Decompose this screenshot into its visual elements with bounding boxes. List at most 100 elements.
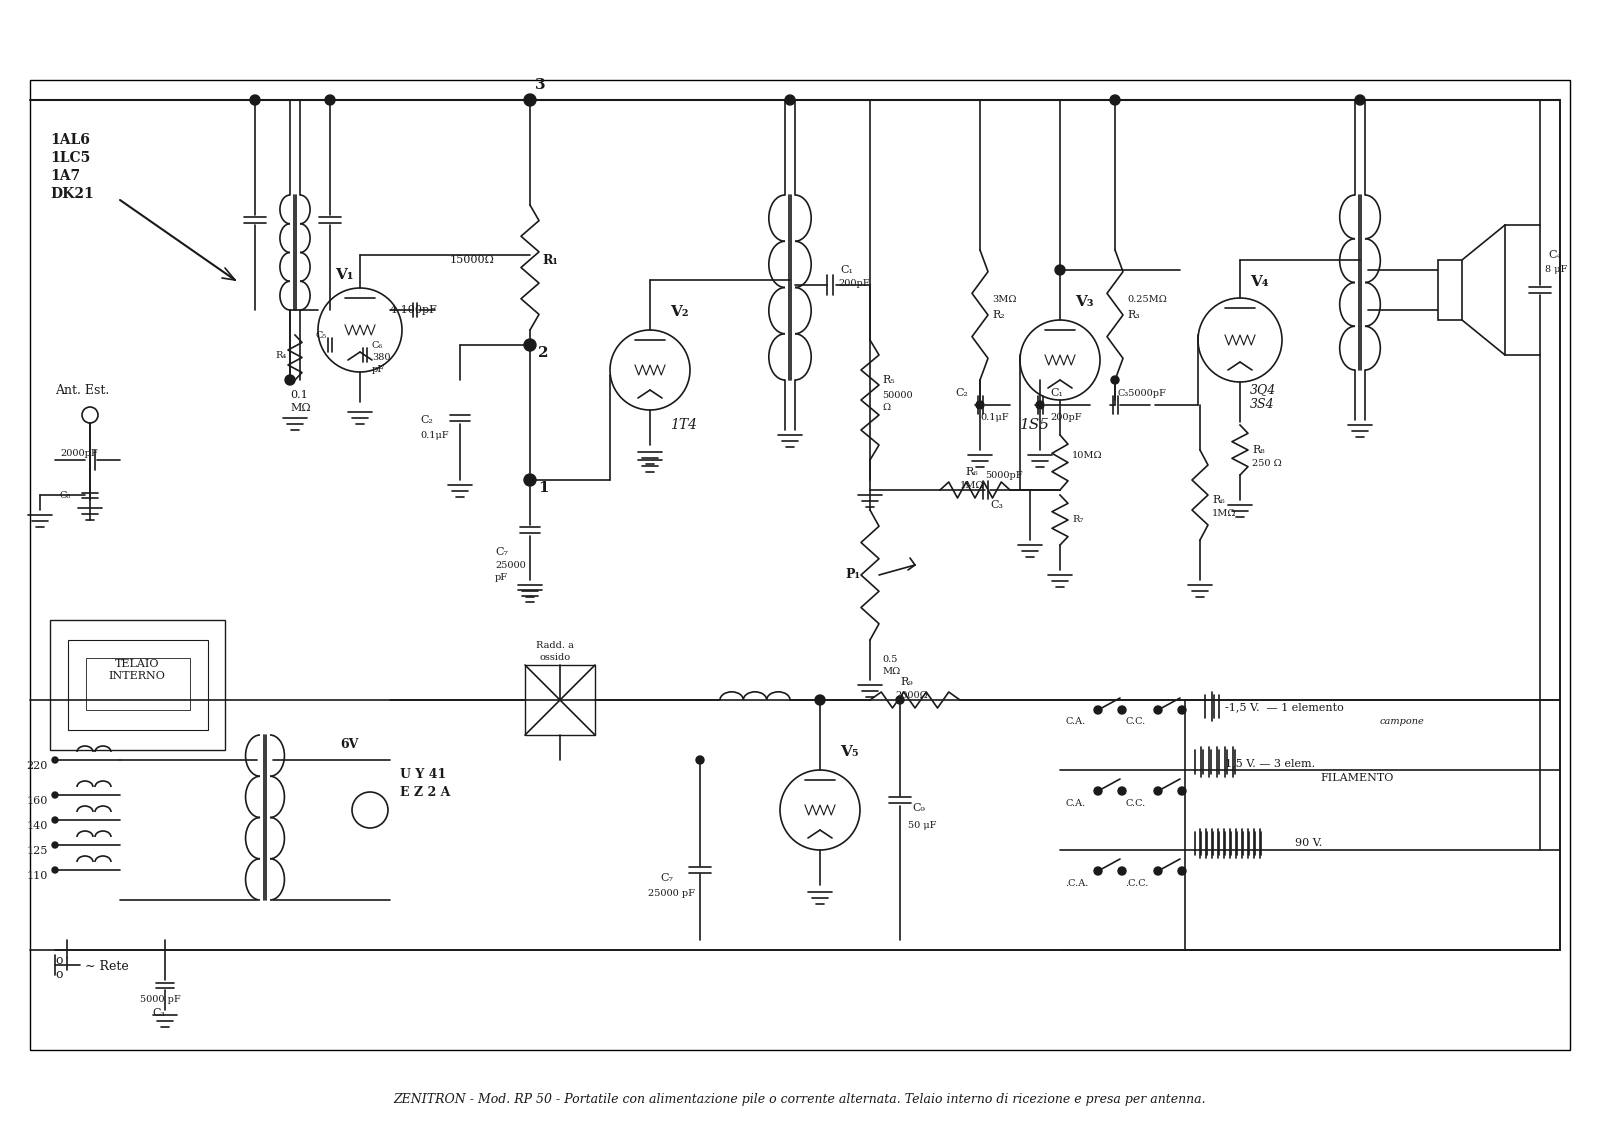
Circle shape bbox=[51, 817, 58, 823]
Text: 1MΩ: 1MΩ bbox=[1213, 509, 1237, 518]
Circle shape bbox=[1110, 375, 1118, 385]
Text: 3MΩ: 3MΩ bbox=[992, 295, 1016, 304]
Text: R₃: R₃ bbox=[1126, 310, 1139, 320]
Text: C₇: C₇ bbox=[494, 547, 509, 556]
Text: 1T4: 1T4 bbox=[670, 418, 698, 432]
Circle shape bbox=[1178, 867, 1186, 875]
Circle shape bbox=[896, 696, 904, 703]
Text: 25000 pF: 25000 pF bbox=[648, 889, 694, 898]
Text: 4 100pF: 4 100pF bbox=[390, 305, 437, 316]
Text: C₈: C₈ bbox=[61, 491, 72, 500]
Text: Ant. Est.: Ant. Est. bbox=[54, 383, 109, 397]
Circle shape bbox=[51, 867, 58, 873]
Text: 5000pF: 5000pF bbox=[986, 470, 1022, 480]
Text: 160: 160 bbox=[27, 796, 48, 806]
Text: 0.1: 0.1 bbox=[290, 390, 307, 400]
Text: V₅: V₅ bbox=[840, 745, 859, 759]
Bar bbox=[50, 620, 226, 750]
Text: o: o bbox=[54, 953, 62, 967]
Text: 15000Ω: 15000Ω bbox=[450, 254, 494, 265]
Text: 2000pF: 2000pF bbox=[61, 449, 98, 458]
Text: C₂: C₂ bbox=[419, 415, 434, 425]
Circle shape bbox=[1178, 706, 1186, 714]
Circle shape bbox=[525, 339, 536, 351]
Text: R₅: R₅ bbox=[882, 375, 894, 385]
Text: 200pF: 200pF bbox=[838, 278, 870, 287]
Text: C₁: C₁ bbox=[1050, 388, 1062, 398]
Text: FILAMENTO: FILAMENTO bbox=[1320, 772, 1394, 783]
Text: C₇: C₇ bbox=[661, 873, 674, 883]
Text: 8 μF: 8 μF bbox=[1546, 266, 1568, 275]
Text: 5000 pF: 5000 pF bbox=[141, 995, 181, 1004]
Text: 110: 110 bbox=[27, 871, 48, 881]
Text: 2: 2 bbox=[538, 346, 549, 360]
Circle shape bbox=[1094, 787, 1102, 795]
Text: 50 μF: 50 μF bbox=[909, 820, 936, 829]
Bar bbox=[86, 658, 190, 710]
Bar bbox=[30, 80, 1570, 1050]
Text: 1AL6: 1AL6 bbox=[50, 133, 90, 147]
Circle shape bbox=[1118, 787, 1126, 795]
Text: 0.1μF: 0.1μF bbox=[979, 414, 1008, 423]
Text: 2000Ω: 2000Ω bbox=[894, 691, 928, 699]
Circle shape bbox=[1178, 787, 1186, 795]
Text: C₆: C₆ bbox=[371, 340, 384, 349]
Text: C₂: C₂ bbox=[955, 388, 968, 398]
Text: ∼ Rete: ∼ Rete bbox=[85, 959, 128, 973]
Text: C₃5000pF: C₃5000pF bbox=[1117, 389, 1166, 397]
Circle shape bbox=[1094, 867, 1102, 875]
Text: C.A.: C.A. bbox=[1066, 798, 1085, 808]
Text: R₈: R₈ bbox=[1251, 444, 1264, 455]
Text: 3S4: 3S4 bbox=[1250, 398, 1275, 412]
Text: C.C.: C.C. bbox=[1125, 798, 1146, 808]
Text: TELAIO
INTERNO: TELAIO INTERNO bbox=[109, 659, 165, 681]
Circle shape bbox=[1094, 706, 1102, 714]
Text: DK21: DK21 bbox=[50, 187, 94, 201]
Text: R₄: R₄ bbox=[275, 351, 286, 360]
Text: C₄: C₄ bbox=[1549, 250, 1562, 260]
Text: 0.5: 0.5 bbox=[882, 656, 898, 665]
Text: ossido: ossido bbox=[539, 654, 571, 663]
Circle shape bbox=[1154, 787, 1162, 795]
Text: 140: 140 bbox=[27, 821, 48, 831]
Circle shape bbox=[1355, 95, 1365, 105]
Circle shape bbox=[814, 696, 826, 705]
Circle shape bbox=[285, 375, 294, 385]
Text: R₂: R₂ bbox=[992, 310, 1005, 320]
Text: campone: campone bbox=[1379, 717, 1424, 726]
Text: ZENITRON - Mod. RP 50 - Portatile con alimentazione pile o corrente alternata. T: ZENITRON - Mod. RP 50 - Portatile con al… bbox=[394, 1094, 1206, 1106]
Text: R₆: R₆ bbox=[1213, 495, 1224, 506]
Bar bbox=[67, 640, 208, 729]
Text: 200pF: 200pF bbox=[1050, 414, 1082, 423]
Text: R₁: R₁ bbox=[542, 253, 558, 267]
Circle shape bbox=[250, 95, 259, 105]
Text: MΩ: MΩ bbox=[290, 403, 310, 413]
Text: R₆: R₆ bbox=[965, 467, 978, 477]
Text: 1: 1 bbox=[538, 481, 549, 495]
Circle shape bbox=[525, 474, 536, 486]
Text: pF: pF bbox=[371, 365, 386, 374]
Text: C₃: C₃ bbox=[152, 1008, 165, 1018]
Circle shape bbox=[51, 792, 58, 798]
Circle shape bbox=[1154, 867, 1162, 875]
Circle shape bbox=[1118, 706, 1126, 714]
Text: E Z 2 A: E Z 2 A bbox=[400, 786, 450, 800]
Circle shape bbox=[51, 757, 58, 763]
Text: C₁: C₁ bbox=[840, 265, 853, 275]
Text: P₁: P₁ bbox=[845, 569, 861, 581]
Circle shape bbox=[786, 95, 795, 105]
Text: V₂: V₂ bbox=[670, 305, 688, 319]
Text: 10MΩ: 10MΩ bbox=[1072, 450, 1102, 459]
Text: -1,5 V.  — 1 elemento: -1,5 V. — 1 elemento bbox=[1226, 702, 1344, 713]
Text: C₉: C₉ bbox=[912, 803, 925, 813]
Text: 1,5 V. — 3 elem.: 1,5 V. — 3 elem. bbox=[1226, 758, 1315, 768]
Circle shape bbox=[1154, 706, 1162, 714]
Text: U Y 41: U Y 41 bbox=[400, 768, 446, 782]
Text: 90 V.: 90 V. bbox=[1294, 838, 1322, 848]
Text: 1S5: 1S5 bbox=[1021, 418, 1050, 432]
Text: C.A.: C.A. bbox=[1066, 717, 1085, 726]
Text: 0.25MΩ: 0.25MΩ bbox=[1126, 295, 1166, 304]
Circle shape bbox=[1037, 402, 1043, 409]
Text: Ω: Ω bbox=[882, 404, 890, 413]
Text: 3Q4: 3Q4 bbox=[1250, 383, 1277, 397]
